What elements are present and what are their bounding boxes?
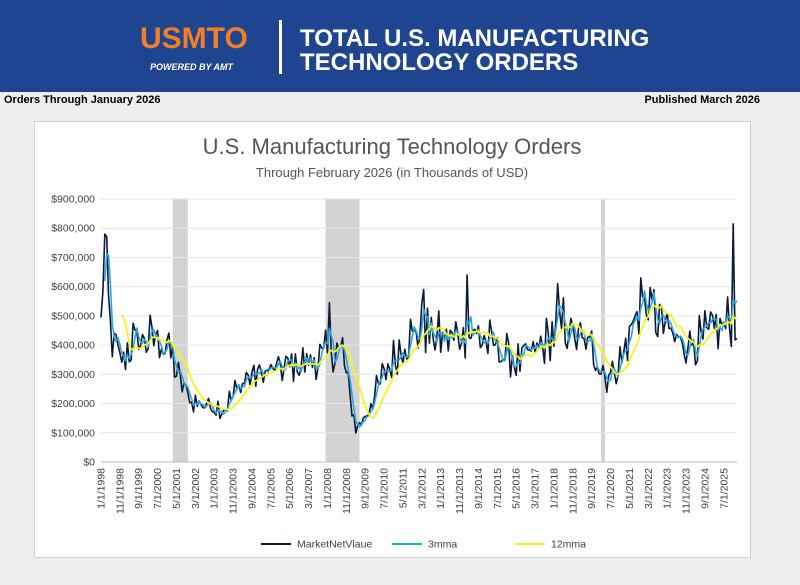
header-divider xyxy=(279,20,282,74)
x-tick-label: 9/1/2014 xyxy=(473,468,485,509)
chart-subtitle: Through February 2026 (in Thousands of U… xyxy=(256,165,528,180)
x-tick-label: 5/1/2016 xyxy=(511,468,523,509)
x-tick-label: 1/1/2018 xyxy=(548,468,560,509)
x-tick-label: 3/1/2007 xyxy=(303,468,315,509)
x-tick-label: 9/1/2019 xyxy=(586,468,598,509)
x-tick-label: 9/1/2009 xyxy=(360,468,372,509)
x-tick-label: 3/1/2022 xyxy=(643,468,655,509)
page-title-line1: TOTAL U.S. MANUFACTURING xyxy=(300,25,650,52)
x-tick-label: 5/1/2006 xyxy=(284,468,296,509)
legend-label: 12mma xyxy=(551,539,586,551)
chart-panel: U.S. Manufacturing Technology Orders Thr… xyxy=(34,121,751,558)
x-tick-label: 5/1/2001 xyxy=(171,468,183,509)
x-tick-label: 11/1/2013 xyxy=(454,468,466,514)
x-tick-label: 5/1/2021 xyxy=(624,468,636,509)
line-chart: U.S. Manufacturing Technology Orders Thr… xyxy=(51,134,738,551)
legend-label: 3mma xyxy=(428,539,457,551)
x-tick-label: 9/1/1999 xyxy=(133,468,145,509)
x-tick-label: 3/1/2012 xyxy=(416,468,428,509)
usmto-logo: USMTO POWERED BY AMT xyxy=(140,22,266,78)
x-tick-label: 1/1/2003 xyxy=(209,468,221,509)
logo-tagline: POWERED BY AMT xyxy=(150,62,234,72)
x-tick-label: 7/1/2005 xyxy=(265,468,277,509)
x-tick-label: 1/1/2023 xyxy=(662,468,674,509)
header-banner: USMTO POWERED BY AMT TOTAL U.S. MANUFACT… xyxy=(0,0,800,92)
legend: MarketNetVlaue 3mma 12mma xyxy=(261,539,586,551)
x-tick-label: 1/1/2013 xyxy=(435,468,447,509)
y-tick-label: $700,000 xyxy=(51,252,95,264)
y-tick-label: $800,000 xyxy=(51,223,95,235)
x-tick-label: 11/1/1998 xyxy=(114,468,126,514)
x-tick-label: 3/1/2002 xyxy=(190,468,202,509)
x-tick-label: 9/1/2004 xyxy=(246,468,258,509)
y-tick-label: $200,000 xyxy=(51,398,95,410)
series-lines xyxy=(100,223,738,434)
chart-title: U.S. Manufacturing Technology Orders xyxy=(203,134,582,159)
series-line-12mma xyxy=(121,304,738,419)
x-tick-label: 7/1/2015 xyxy=(492,468,504,509)
recession-band xyxy=(601,199,605,462)
x-tick-label: 7/1/2025 xyxy=(718,468,730,509)
x-tick-label: 11/1/2003 xyxy=(228,468,240,514)
x-tick-label: 1/1/2008 xyxy=(322,468,334,509)
y-tick-label: $500,000 xyxy=(51,310,95,322)
y-tick-label: $300,000 xyxy=(51,369,95,381)
x-tick-label: 11/1/2023 xyxy=(681,468,693,514)
legend-label: MarketNetVlaue xyxy=(297,539,372,551)
published-label: Published March 2026 xyxy=(644,94,760,106)
x-tick-label: 7/1/2010 xyxy=(379,468,391,509)
x-tick-label: 9/1/2024 xyxy=(699,468,711,509)
x-tick-label: 5/1/2011 xyxy=(397,468,409,508)
y-tick-label: $100,000 xyxy=(51,427,95,439)
y-tick-label: $600,000 xyxy=(51,281,95,293)
y-tick-label: $0 xyxy=(83,457,95,469)
x-tick-label: 7/1/2020 xyxy=(605,468,617,509)
x-tick-label: 11/1/2018 xyxy=(567,468,579,514)
x-axis: 1/1/1998 11/1/1998 9/1/1999 7/1/2000 5/1/200… xyxy=(96,468,731,514)
logo-text: USMTO xyxy=(140,22,248,55)
y-tick-label: $900,000 xyxy=(51,194,95,206)
page-title: TOTAL U.S. MANUFACTURING TECHNOLOGY ORDE… xyxy=(300,27,649,75)
recession-band xyxy=(172,199,188,462)
y-axis: $0 $100,000 $200,000 $300,000 $400,000 $500,0… xyxy=(51,194,95,469)
x-tick-label: 11/1/2008 xyxy=(341,468,353,514)
y-tick-label: $400,000 xyxy=(51,340,95,352)
orders-through-label: Orders Through January 2026 xyxy=(4,94,161,106)
x-tick-label: 7/1/2000 xyxy=(152,468,164,509)
page-title-line2: TECHNOLOGY ORDERS xyxy=(300,49,579,76)
x-tick-label: 1/1/1998 xyxy=(96,468,108,509)
recession-bands xyxy=(172,199,605,462)
x-tick-label: 3/1/2017 xyxy=(530,468,542,509)
